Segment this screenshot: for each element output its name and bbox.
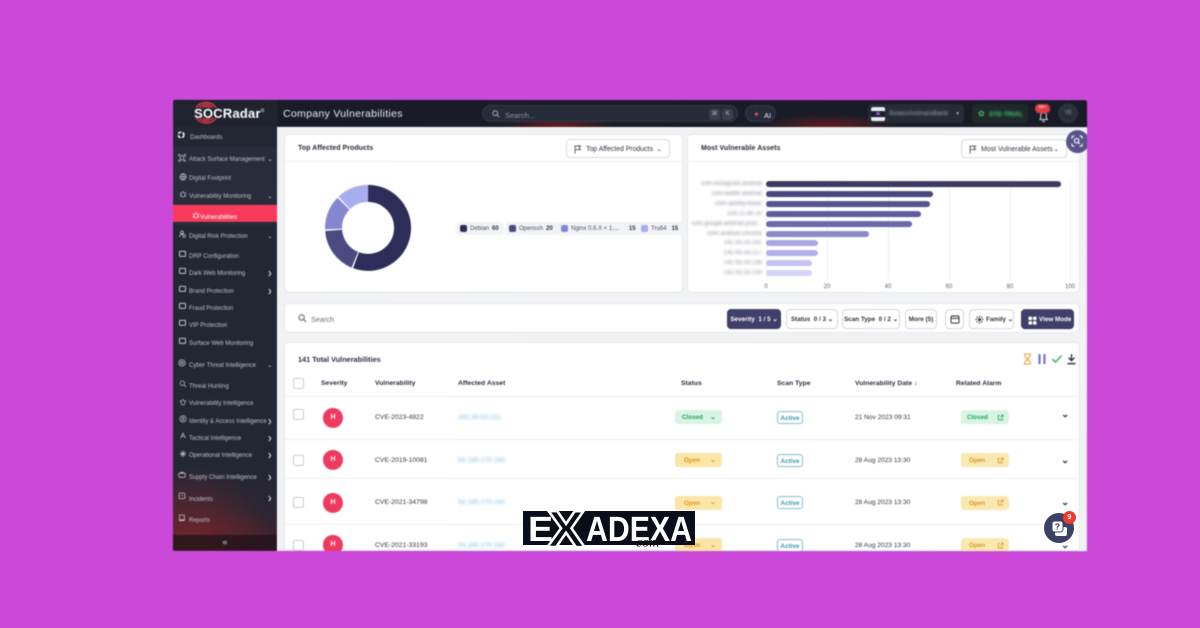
- svg-text:X: X: [547, 505, 585, 551]
- svg-text:E: E: [528, 510, 553, 549]
- svg-text:com: com: [636, 536, 659, 551]
- svg-text:?: ?: [1055, 522, 1061, 532]
- svg-text:ADEXA: ADEXA: [586, 510, 692, 549]
